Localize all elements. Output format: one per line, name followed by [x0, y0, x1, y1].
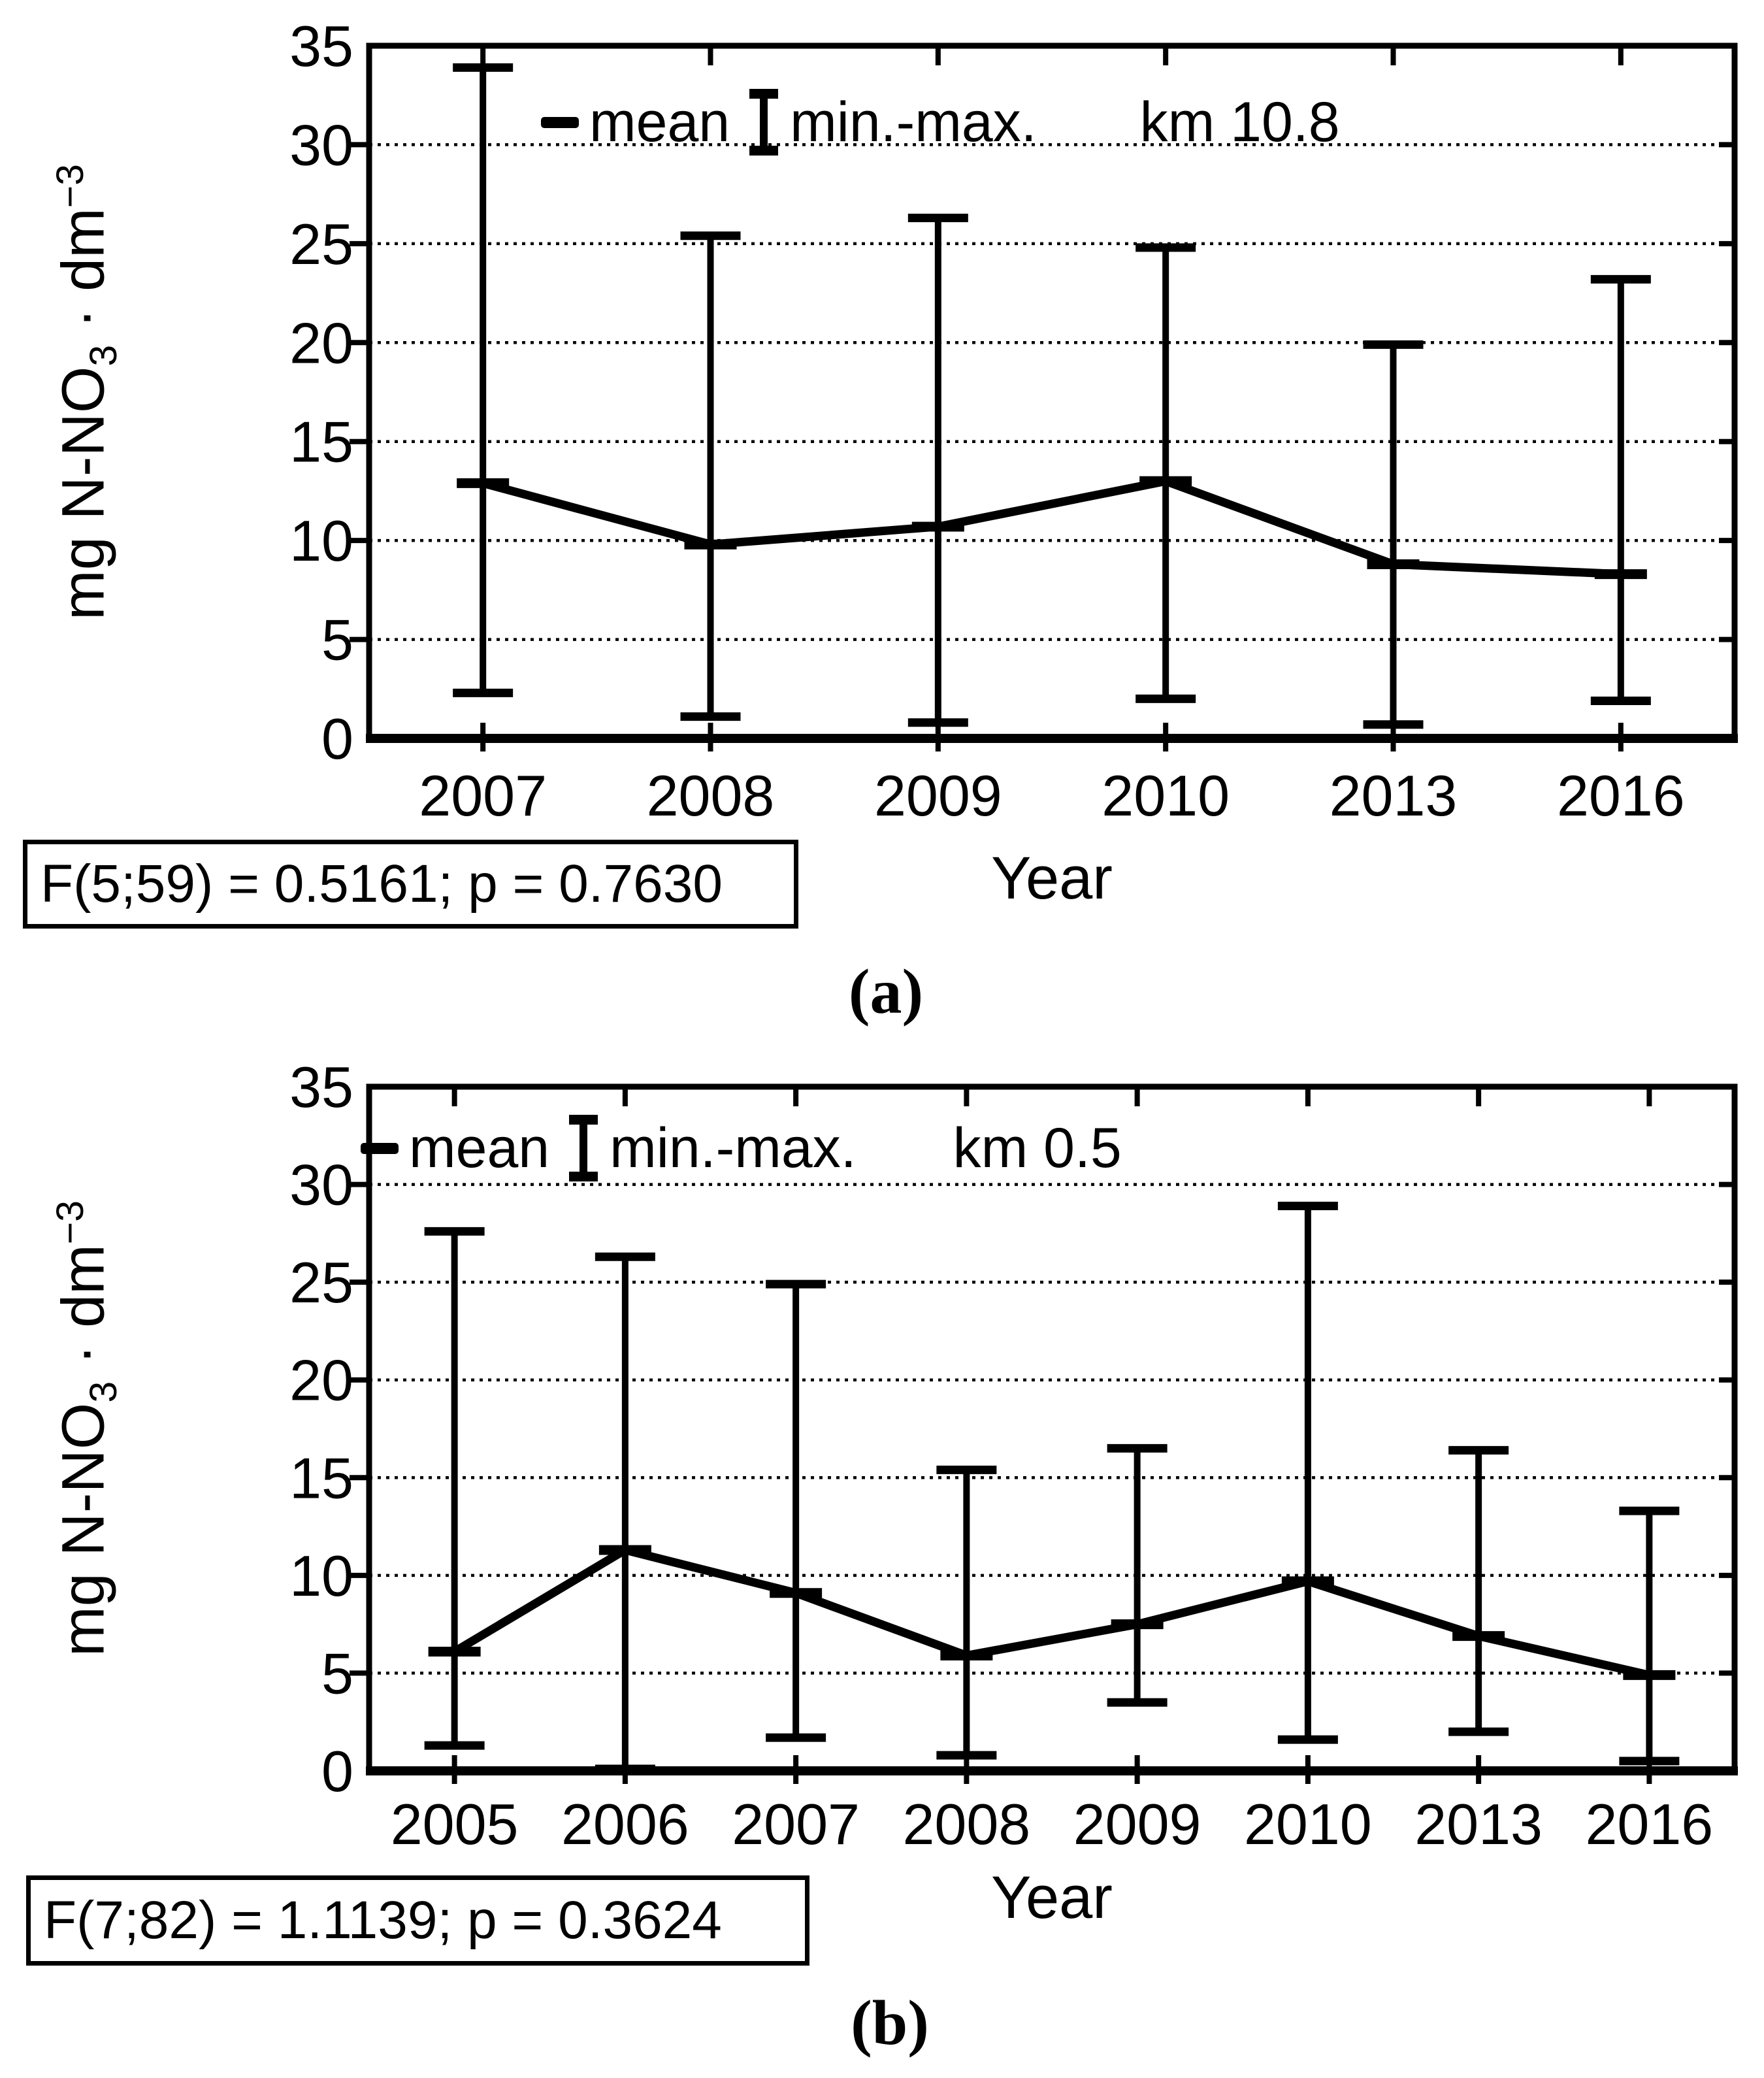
x-tick-label: 2010 — [1102, 763, 1230, 828]
min-max-errorbar-icon — [749, 89, 779, 156]
legend-mean-label: mean — [589, 90, 730, 154]
y-tick-label: 35 — [289, 14, 353, 78]
y-axis-title-b: mg N-NO3 · dm−3 — [31, 1069, 125, 1788]
x-tick-labels: 2007 2008 2009 2010 2013 2016 — [419, 763, 1684, 828]
y-tick-label: 20 — [289, 1348, 353, 1413]
legend-minmax-label: min.-max. — [610, 1116, 857, 1179]
x-tick-label: 2008 — [902, 1792, 1030, 1856]
mean-markers — [428, 1545, 1676, 1680]
mean-dash-icon — [361, 1142, 399, 1154]
y-axis-title-subscript: 3 — [82, 1381, 125, 1403]
y-axis-title-subscript: 3 — [82, 344, 125, 367]
legend-a: mean min.-max. km 10.8 — [541, 89, 1340, 156]
gridlines — [369, 143, 1735, 641]
y-axis-title-text: mg N-NO — [50, 366, 117, 620]
mean-line — [452, 1545, 1650, 1679]
y-tick-label: 25 — [289, 212, 353, 276]
mean-markers — [457, 476, 1647, 580]
station-label: km 10.8 — [1139, 90, 1340, 154]
axis-ticks — [350, 1087, 1735, 1784]
y-tick-label: 30 — [289, 112, 353, 177]
y-axis-title-text: mg N-NO — [50, 1402, 117, 1657]
x-tick-label: 2008 — [647, 763, 775, 828]
y-tick-label: 35 — [289, 1055, 353, 1119]
x-tick-label: 2007 — [419, 763, 547, 828]
legend-mean-label: mean — [409, 1116, 550, 1179]
stats-box-a: F(5;59) = 0.5161; p = 0.7630 — [23, 840, 798, 929]
x-axis-title-a: Year — [991, 845, 1113, 912]
legend-minmax-label: min.-max. — [790, 90, 1037, 154]
x-tick-label: 2005 — [391, 1792, 519, 1856]
y-tick-label: 30 — [289, 1153, 353, 1217]
gridlines — [369, 1183, 1735, 1675]
y-tick-label: 10 — [289, 508, 353, 573]
y-axis-title-superscript: −3 — [49, 1200, 91, 1245]
y-tick-label: 10 — [289, 1543, 353, 1608]
y-tick-label: 5 — [321, 608, 353, 672]
y-tick-label: 0 — [321, 706, 353, 771]
x-tick-label: 2013 — [1414, 1792, 1543, 1856]
y-axis-title-text: · dm — [50, 208, 117, 345]
error-bars — [424, 1201, 1680, 1773]
stats-text-a: F(5;59) = 0.5161; p = 0.7630 — [41, 854, 723, 914]
legend-b: mean min.-max. km 0.5 — [361, 1115, 1122, 1181]
y-axis-title-a: mg N-NO3 · dm−3 — [31, 33, 125, 751]
x-tick-label: 2013 — [1330, 763, 1458, 828]
panel-label-a: (a) — [848, 957, 924, 1027]
x-tick-label: 2016 — [1557, 763, 1685, 828]
mean-dash-icon — [541, 116, 579, 128]
chart-a-plot: 0 5 10 15 20 25 30 35 2007 2008 2009 2010 2013 2016 — [289, 14, 1738, 828]
y-tick-label: 25 — [289, 1250, 353, 1315]
stats-text-b: F(7;82) = 1.1139; p = 0.3624 — [44, 1890, 722, 1950]
y-tick-labels: 0 5 10 15 20 25 30 35 — [289, 14, 353, 771]
y-tick-label: 15 — [289, 410, 353, 474]
x-axis-title-b: Year — [991, 1864, 1113, 1931]
error-bars — [453, 63, 1651, 729]
stats-box-b: F(7;82) = 1.1139; p = 0.3624 — [26, 1875, 809, 1966]
station-label: km 0.5 — [953, 1116, 1122, 1179]
y-tick-labels: 0 5 10 15 20 25 30 35 — [289, 1055, 353, 1804]
x-tick-labels: 2005 2006 2007 2008 2009 2010 2013 2016 — [391, 1792, 1714, 1856]
mean-line — [482, 476, 1622, 579]
x-tick-label: 2016 — [1585, 1792, 1713, 1856]
y-tick-label: 0 — [321, 1739, 353, 1804]
y-tick-label: 5 — [321, 1641, 353, 1706]
y-axis-title-text: · dm — [50, 1244, 117, 1381]
x-tick-label: 2009 — [874, 763, 1002, 828]
plot-frame — [366, 1083, 1738, 1774]
y-tick-label: 15 — [289, 1445, 353, 1510]
y-tick-label: 20 — [289, 310, 353, 375]
y-axis-title-superscript: −3 — [49, 164, 91, 208]
panel-label-b: (b) — [851, 1988, 929, 2058]
x-tick-label: 2007 — [732, 1792, 860, 1856]
x-tick-label: 2009 — [1073, 1792, 1201, 1856]
min-max-errorbar-icon — [569, 1115, 598, 1181]
x-tick-label: 2006 — [561, 1792, 689, 1856]
x-tick-label: 2010 — [1244, 1792, 1372, 1856]
